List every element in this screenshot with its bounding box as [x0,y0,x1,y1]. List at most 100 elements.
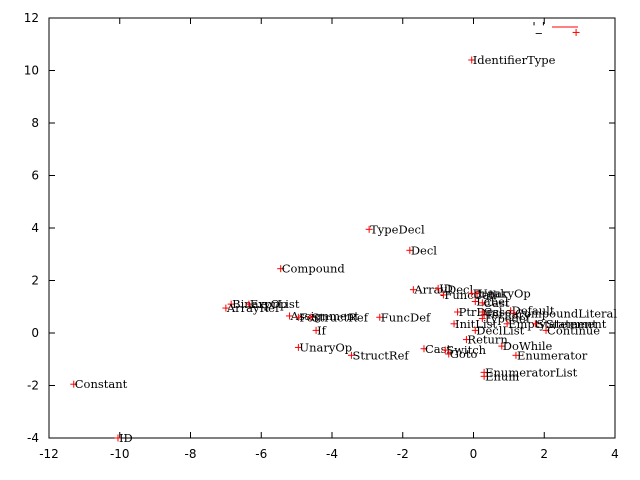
point-label: EmptyStatement [508,317,607,331]
point-label: Statement [536,317,597,331]
point-label: PtrDecl [459,305,503,319]
data-point: BinaryOp [227,297,287,311]
point-label: BinaryOp [232,297,287,311]
data-point: Ternary [480,308,531,322]
point-label: DoWhile [503,339,553,353]
y-tick-label: -4 [27,431,39,445]
data-point: UnaryOp [473,287,531,301]
data-point: Label [471,295,509,309]
point-label: ID [439,281,453,295]
point-label: Return [467,333,508,347]
x-tick-label: -10 [110,447,130,461]
data-point [572,28,580,36]
point-label: Default [512,304,555,318]
data-point: Enumerator [512,348,588,362]
data-point: ExprList [245,297,300,311]
point-label: Enum [485,369,519,383]
point-label: Switch [446,343,486,357]
data-point: UnaryOp [294,340,352,354]
data-point: FuncCall [439,288,497,302]
data-point: EnumeratorList [480,365,578,379]
point-label: Assignment [290,309,360,323]
point-label: Goto [450,347,478,361]
x-tick-label: -12 [39,447,59,461]
data-point: CompoundLiteral [510,306,617,320]
y-tick-label: 6 [31,169,39,183]
data-point: IdentifierType [468,53,556,67]
x-tick-label: 0 [470,447,478,461]
x-tick-label: -6 [255,447,267,461]
point-label: UnaryOp [299,340,352,354]
y-tick-label: 2 [31,274,39,288]
legend: '_' [532,20,578,34]
point-label: TypeDecl [370,222,425,236]
data-point: DoWhile [498,339,553,353]
x-tick-label: 4 [611,447,619,461]
x-tick-label: -4 [326,447,338,461]
point-label: ID [119,431,133,445]
data-point: PtrDecl [454,305,503,319]
data-point: TypeDecl [365,222,425,236]
y-tick-label: 4 [31,221,39,235]
point-label: Constant [75,377,128,391]
data-point: Default [507,304,555,318]
point-label: Break [473,287,509,301]
x-tick-label: -2 [397,447,409,461]
data-point: Enum [480,369,519,383]
data-point: ArrayRef [222,301,280,315]
y-tick-label: 8 [31,116,39,130]
point-label: ArrayRef [226,301,280,315]
axis-tick-labels: -12 -10 -8 -6 -4 -2 0 2 4 -4 -2 0 2 4 6 8 10 12 [24,11,619,461]
data-point: Continue [542,323,600,337]
point-label: Enumerator [517,348,588,362]
point-label: Compound [282,262,346,276]
data-point: Goto [445,347,477,361]
data-point: ID [434,281,453,295]
x-tick-label: -8 [185,447,197,461]
data-point: StructRef [347,348,409,362]
point-label: CompoundLiteral [515,306,617,320]
data-point: Break [468,287,508,301]
point-label: Cast [483,296,510,310]
point-label: UnaryOp [478,287,531,301]
point-label: Decl [411,243,437,257]
data-point: InitList [450,317,498,331]
data-point: Return [462,333,508,347]
point-label: Case [483,305,512,319]
point-label: If [317,323,327,337]
legend-label: '_' [532,20,545,34]
data-point: EmptyStatement [503,317,607,331]
point-label: StructRef [312,310,369,324]
data-point: DeclList [471,323,525,337]
data-point: Case [478,305,512,319]
point-label: Label [476,295,509,309]
x-tick-label: 2 [540,447,548,461]
point-label: ArrayDecl [413,283,473,297]
data-point: ID [114,431,133,445]
data-point: StructRef [307,310,369,324]
point-label: StructRef [352,348,409,362]
data-point: If [312,323,327,337]
point-label: DeclList [476,323,524,337]
data-point: Compound [277,262,345,276]
point-label: InitList [455,317,497,331]
data-point: Typedef [478,312,531,326]
y-tick-label: -2 [27,379,39,393]
point-label: FuncDef [381,310,431,324]
data-point: FuncDef [376,310,431,324]
point-label: EnumeratorList [485,365,578,379]
data-point: Cast [478,296,510,310]
y-tick-label: 0 [31,326,39,340]
point-label: Continue [547,323,600,337]
data-point: Constant [70,377,128,391]
point-label: IdentifierType [473,53,556,67]
point-label: Typedef [483,312,531,326]
data-point: Assignment [286,309,359,323]
data-point: Switch [441,343,487,357]
data-points: IdentifierType TypeDecl Decl Compound ArrayD… [70,28,617,445]
point-label: Ternary [485,308,531,322]
point-label: ExprList [250,297,300,311]
y-tick-label: 10 [24,64,39,78]
axis-ticks [48,17,616,439]
